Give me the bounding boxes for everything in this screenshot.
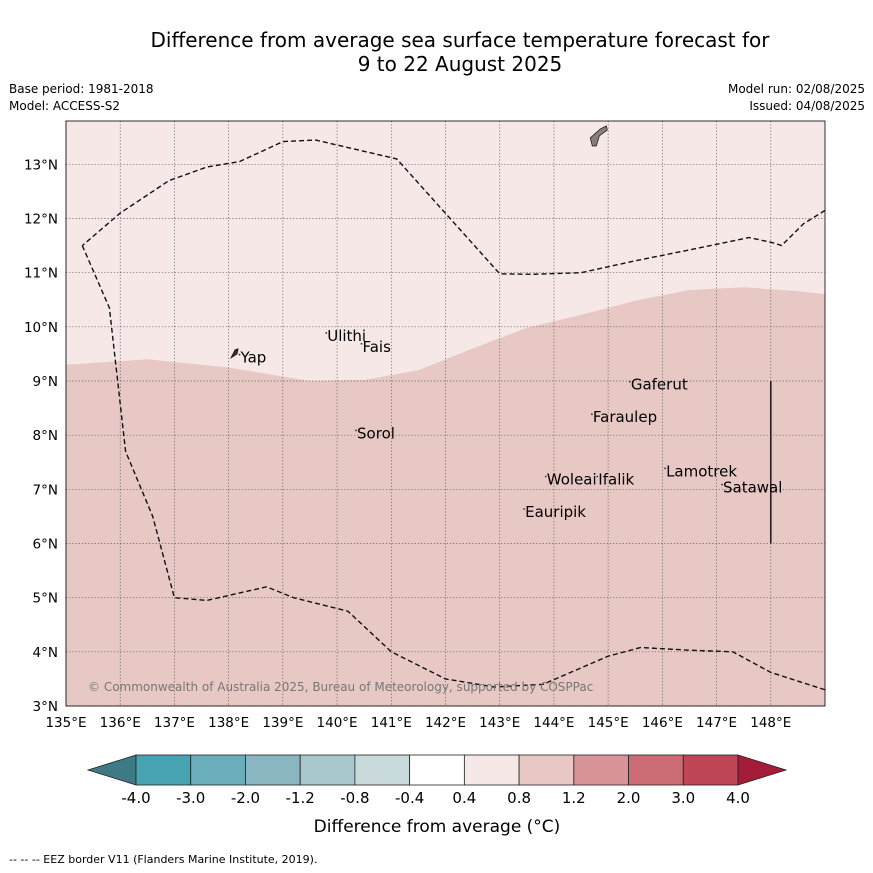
place-marker [325,332,328,334]
colorbar-tick-label: 0.4 [452,789,476,807]
place-label: Lamotrek [666,462,737,480]
lon-tick-label: 144°E [533,715,574,731]
place-marker [590,413,593,416]
colorbar-tick-label: 0.8 [507,789,531,807]
place-label: Ulithi [327,327,366,345]
colorbar-tick-label: -3.0 [176,789,205,807]
lon-tick-label: 147°E [696,715,737,731]
colorbar-segment [245,754,301,786]
yap-land [230,348,239,360]
lon-tick-label: 142°E [425,715,466,731]
lat-tick-label: 11°N [24,266,58,282]
lat-tick-label: 9°N [33,374,58,390]
colorbar-tick-label: -2.0 [231,789,260,807]
place-label: Woleai [547,471,597,489]
colorbar-tick-label: -4.0 [121,789,150,807]
place-marker [628,380,631,383]
place-label: Eauripik [525,503,586,521]
base-period: Base period: 1981-2018 [9,82,154,96]
colorbar-arrow-high [737,754,788,786]
map-frame [65,120,826,707]
colorbar-segment [463,754,520,786]
place-label: Faraulep [593,408,657,426]
colorbar-tick-label: 2.0 [617,789,641,807]
lon-tick-label: 145°E [588,715,629,731]
place-label: Fais [362,338,391,356]
lon-tick-label: 140°E [317,715,358,731]
colorbar-title: Difference from average (°C) [314,817,561,837]
colorbar-tick-label: -0.4 [395,789,424,807]
colorbar-segment [518,754,575,786]
place-marker [544,475,547,478]
title-line-1: Difference from average sea surface temp… [150,28,770,52]
colorbar-segment [682,754,739,786]
colorbar-segment [354,754,411,786]
colorbar-arrow-low [86,754,137,786]
eez-border-south-west [81,245,826,691]
model-name: Model: ACCESS-S2 [9,99,121,113]
zone-0.8-to-1.2 [66,287,825,706]
lon-tick-label: 146°E [642,715,683,731]
place-marker [523,508,526,510]
colorbar-segment [573,754,629,786]
lon-tick-label: 141°E [371,715,412,731]
lon-tick-label: 137°E [154,715,195,731]
guam-land [589,125,608,147]
lon-tick-label: 139°E [262,715,303,731]
model-run: Model run: 02/08/2025 [727,82,865,96]
map-title: Difference from average sea surface temp… [60,28,860,76]
place-marker [721,483,723,486]
colorbar-segment [299,754,356,786]
lat-tick-label: 7°N [33,482,58,498]
place-marker [360,342,363,345]
colorbar-segment [135,754,192,786]
colorbar-segment [409,754,465,786]
lon-tick-label: 136°E [100,715,141,731]
lat-tick-label: 5°N [33,591,58,607]
lat-tick-label: 8°N [33,428,58,444]
eez-legend-note: -- -- -- EEZ border V11 (Flanders Marine… [9,853,318,866]
colorbar-tick-label: 1.2 [562,789,586,807]
colorbar-segment [190,754,246,786]
lat-tick-label: 12°N [24,212,58,228]
place-marker [664,467,666,470]
colorbar-tick-label: -0.8 [340,789,369,807]
place-marker [596,475,599,478]
colorbar-tick-label: 3.0 [671,789,695,807]
colorbar-segment [628,754,684,786]
lon-tick-label: 143°E [479,715,520,731]
lon-tick-label: 148°E [750,715,791,731]
lat-tick-label: 4°N [33,645,58,661]
meta-left: Base period: 1981-2018 Model: ACCESS-S2 [9,81,154,115]
place-label: Yap [239,349,266,367]
issued-date: Issued: 04/08/2025 [749,99,865,113]
meta-right: Model run: 02/08/2025 Issued: 04/08/2025 [728,81,865,115]
lat-tick-label: 3°N [33,699,58,715]
colorbar-tick-label: 4.0 [726,789,750,807]
place-label: Satawal [723,479,782,497]
lon-tick-label: 138°E [208,715,249,731]
colorbar-tick-label: -1.2 [286,789,315,807]
place-marker [355,429,357,432]
eez-border-north [81,139,826,276]
lat-tick-label: 6°N [33,537,58,553]
colorbar: -4.0 -3.0 -2.0 -1.2 -0.8 -0.4 0.4 0.8 1.2 2.0 3.0 4… [86,754,788,837]
lat-tick-label: 10°N [24,320,58,336]
place-label: Ifalik [598,471,634,489]
place-label: Gaferut [631,376,688,394]
lat-tick-label: 13°N [24,157,58,173]
copyright-notice: © Commonwealth of Australia 2025, Bureau… [88,680,593,694]
place-marker [238,353,241,356]
place-label: Sorol [357,424,395,442]
lon-tick-label: 135°E [45,715,86,731]
title-line-2: 9 to 22 August 2025 [357,52,563,76]
